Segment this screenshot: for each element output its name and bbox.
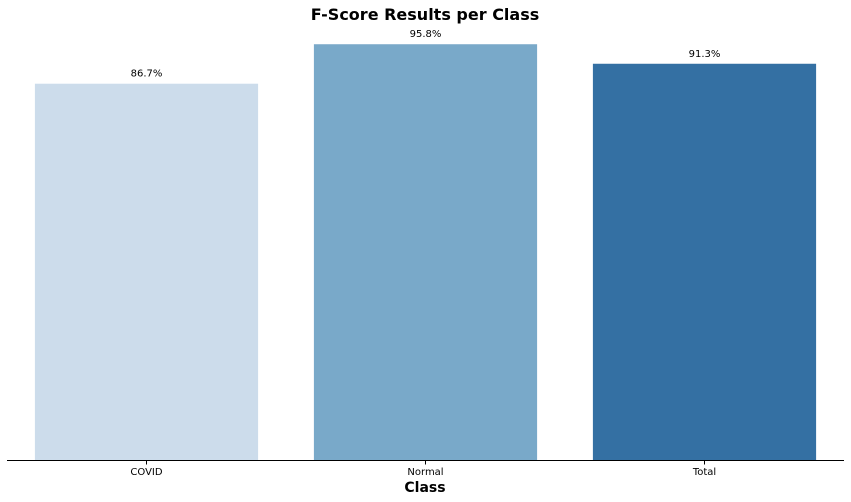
x-axis-label: Class (404, 480, 445, 496)
bar-total (592, 63, 817, 461)
chart-title: F-Score Results per Class (311, 5, 540, 24)
data-label-total: 91.3% (689, 49, 721, 60)
x-tick-label-covid: COVID (130, 467, 162, 478)
data-label-covid: 86.7% (131, 69, 163, 80)
x-ticks-group: COVID Normal Total (130, 460, 716, 478)
bar-normal (313, 44, 538, 461)
x-tick-label-total: Total (692, 467, 716, 478)
bar-covid (34, 83, 259, 461)
data-label-normal: 95.8% (410, 29, 442, 40)
data-labels-group: 86.7% 95.8% 91.3% (131, 29, 721, 79)
bars-group (34, 44, 817, 461)
x-tick-label-normal: Normal (407, 467, 443, 478)
